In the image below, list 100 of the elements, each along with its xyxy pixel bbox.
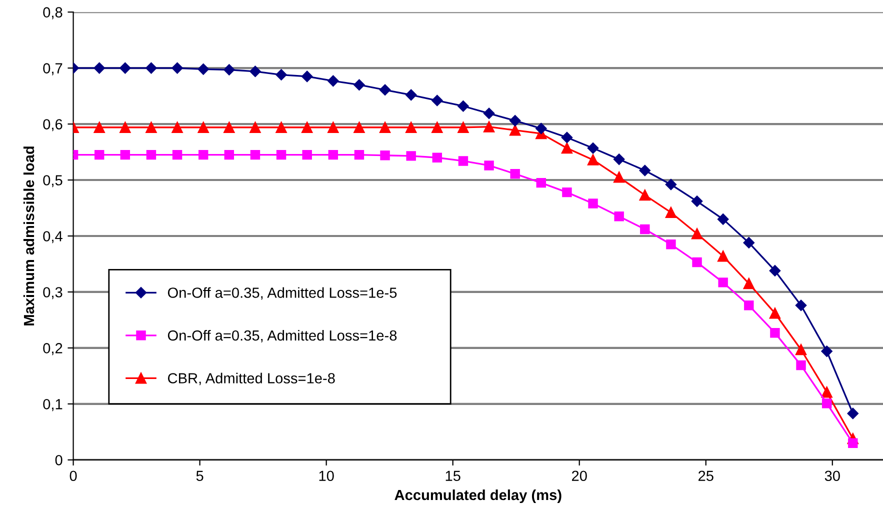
x-tick-label: 30 <box>824 470 840 482</box>
point <box>536 178 546 188</box>
legend-label: CBR, Admitted Loss=1e-8 <box>168 372 335 386</box>
point <box>639 164 650 176</box>
point <box>172 150 182 160</box>
y-axis-title: Maximum admissible load <box>23 146 34 326</box>
point <box>769 308 781 319</box>
point <box>561 132 573 144</box>
point <box>224 122 235 133</box>
point <box>665 178 677 190</box>
point <box>795 344 807 356</box>
y-tick-label: 0,2 <box>43 343 62 356</box>
point <box>587 154 599 166</box>
point <box>665 206 677 218</box>
point <box>848 438 858 448</box>
point <box>562 187 572 198</box>
point <box>146 150 156 160</box>
point <box>821 346 832 357</box>
point <box>717 214 729 225</box>
point <box>691 196 703 207</box>
point <box>380 150 390 160</box>
point <box>510 168 520 179</box>
point <box>328 150 338 160</box>
point <box>613 154 625 165</box>
point <box>691 228 703 240</box>
point <box>120 62 131 74</box>
point <box>483 121 495 132</box>
point <box>614 212 624 222</box>
point <box>379 122 391 133</box>
point <box>743 278 754 290</box>
point <box>328 75 339 87</box>
legend-label: On-Off a=0.35, Admitted Loss=1e-5 <box>168 287 397 300</box>
y-tick-label: 0,8 <box>43 7 62 20</box>
point <box>432 152 442 162</box>
point <box>769 265 781 276</box>
x-axis-title: Accumulated delay (ms) <box>394 489 562 504</box>
point <box>484 160 494 170</box>
point <box>120 150 130 160</box>
point <box>172 122 183 133</box>
y-tick-label: 0,3 <box>43 287 62 300</box>
point <box>588 198 598 208</box>
point <box>94 150 104 160</box>
x-tick-label: 10 <box>319 470 334 482</box>
point <box>354 79 365 90</box>
point <box>822 398 832 408</box>
point <box>666 240 676 250</box>
point <box>406 122 417 133</box>
x-tick-label: 20 <box>572 470 587 482</box>
point <box>640 224 650 234</box>
point <box>354 122 365 133</box>
point <box>536 122 547 134</box>
point <box>795 300 807 312</box>
point <box>432 94 443 106</box>
point <box>718 250 729 262</box>
y-tick-label: 0,6 <box>43 119 62 132</box>
point <box>743 237 754 248</box>
point <box>483 108 495 119</box>
point <box>692 257 702 268</box>
point <box>796 360 806 370</box>
point <box>250 122 261 133</box>
point <box>276 150 286 160</box>
point <box>718 278 728 288</box>
point <box>276 122 287 133</box>
point <box>172 62 183 74</box>
point <box>510 124 521 136</box>
point <box>744 300 754 310</box>
point <box>146 122 157 133</box>
point <box>302 150 312 160</box>
point <box>432 122 443 133</box>
point <box>198 122 209 133</box>
point <box>379 84 391 96</box>
point <box>198 150 208 160</box>
point <box>458 122 469 133</box>
point <box>614 172 625 183</box>
point <box>587 142 599 154</box>
point <box>250 150 260 160</box>
y-tick-label: 0,5 <box>43 175 62 188</box>
x-tick-label: 25 <box>698 470 714 482</box>
point <box>561 142 573 154</box>
x-tick-label: 0 <box>70 470 77 482</box>
point <box>458 100 469 112</box>
x-tick-label: 5 <box>196 470 204 482</box>
y-tick-label: 0,7 <box>43 63 62 76</box>
point <box>821 386 832 398</box>
point <box>770 328 780 338</box>
point <box>354 150 364 160</box>
point <box>198 64 209 75</box>
point <box>120 122 131 133</box>
point <box>458 156 468 166</box>
legend-label: On-Off a=0.35, Admitted Loss=1e-8 <box>168 330 397 342</box>
point <box>94 62 105 74</box>
point <box>406 151 416 161</box>
point <box>509 115 521 126</box>
point <box>250 66 261 78</box>
point <box>405 89 417 101</box>
x-tick-label: 15 <box>446 470 460 482</box>
point <box>146 62 157 74</box>
point <box>301 70 313 82</box>
point <box>639 190 650 201</box>
point <box>94 122 105 133</box>
